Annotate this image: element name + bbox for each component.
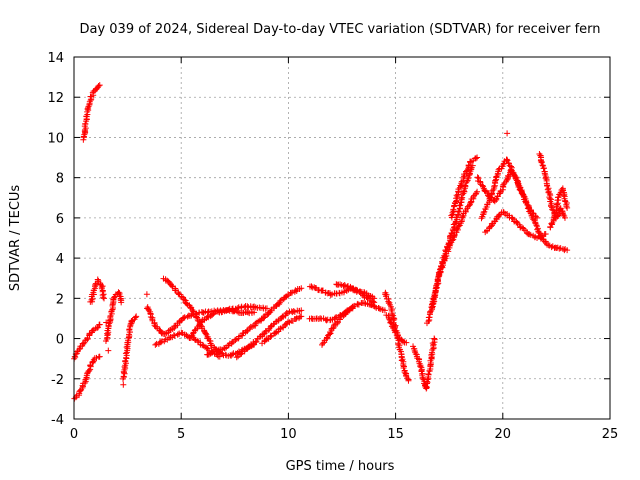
data-point xyxy=(504,157,510,163)
series-early-arc xyxy=(80,82,102,143)
y-tick-label: 2 xyxy=(56,292,64,307)
y-axis-label: SDTVAR / TECUs xyxy=(8,185,23,292)
grid xyxy=(74,57,610,419)
data-point xyxy=(109,308,115,314)
data-point xyxy=(504,130,510,136)
series-small-arc-1 xyxy=(87,276,107,304)
data-point xyxy=(492,177,498,183)
data-point xyxy=(431,336,437,342)
data-point xyxy=(101,295,107,301)
data-points xyxy=(71,82,570,402)
data-point xyxy=(417,364,423,370)
plot-frame xyxy=(74,57,610,419)
y-tick-label: 6 xyxy=(56,212,64,227)
chart-title: Day 039 of 2024, Sidereal Day-to-day VTE… xyxy=(79,22,600,37)
x-tick-label: 5 xyxy=(177,427,185,442)
x-tick-label: 20 xyxy=(495,427,512,442)
y-tick-label: 12 xyxy=(47,91,64,106)
data-point xyxy=(171,323,177,329)
data-point xyxy=(399,357,405,363)
data-point xyxy=(543,175,549,181)
data-point xyxy=(97,354,103,360)
data-point xyxy=(152,342,158,348)
series-start-low-1 xyxy=(71,354,102,402)
data-point xyxy=(563,203,569,209)
series-small-arc-2 xyxy=(103,289,124,344)
x-tick-label: 25 xyxy=(602,427,619,442)
chart-page: Day 039 of 2024, Sidereal Day-to-day VTE… xyxy=(0,0,640,480)
y-tick-label: -2 xyxy=(51,373,64,388)
data-point xyxy=(562,199,568,205)
series-mid-10 xyxy=(319,300,388,348)
chart-svg: Day 039 of 2024, Sidereal Day-to-day VTE… xyxy=(0,0,640,480)
data-point xyxy=(434,281,440,287)
series-isolated xyxy=(103,130,510,387)
y-tick-label: 0 xyxy=(56,333,64,348)
data-point xyxy=(564,205,570,211)
y-tick-label: 14 xyxy=(47,51,64,66)
series-mid-14 xyxy=(410,336,438,392)
x-tick-label: 0 xyxy=(70,427,78,442)
x-tick-label: 10 xyxy=(280,427,297,442)
data-point xyxy=(120,382,126,388)
series-late-5 xyxy=(538,236,570,253)
y-tick-label: 4 xyxy=(56,252,64,267)
data-point xyxy=(510,215,516,221)
series-start-low-2 xyxy=(71,321,103,361)
x-axis-label: GPS time / hours xyxy=(286,459,395,474)
x-tick-label: 15 xyxy=(387,427,404,442)
data-point xyxy=(468,200,474,206)
data-point xyxy=(144,291,150,297)
y-tick-label: 10 xyxy=(47,131,64,146)
axis-ticks: 0 5 10 15 20 25 -4 -2 0 2 4 6 8 10 12 14 xyxy=(47,51,618,442)
data-point xyxy=(234,354,240,360)
y-tick-label: 8 xyxy=(56,172,64,187)
series-small-arc-3 xyxy=(120,313,139,381)
data-point xyxy=(105,348,111,354)
data-point xyxy=(561,193,567,199)
y-tick-label: -4 xyxy=(51,413,64,428)
